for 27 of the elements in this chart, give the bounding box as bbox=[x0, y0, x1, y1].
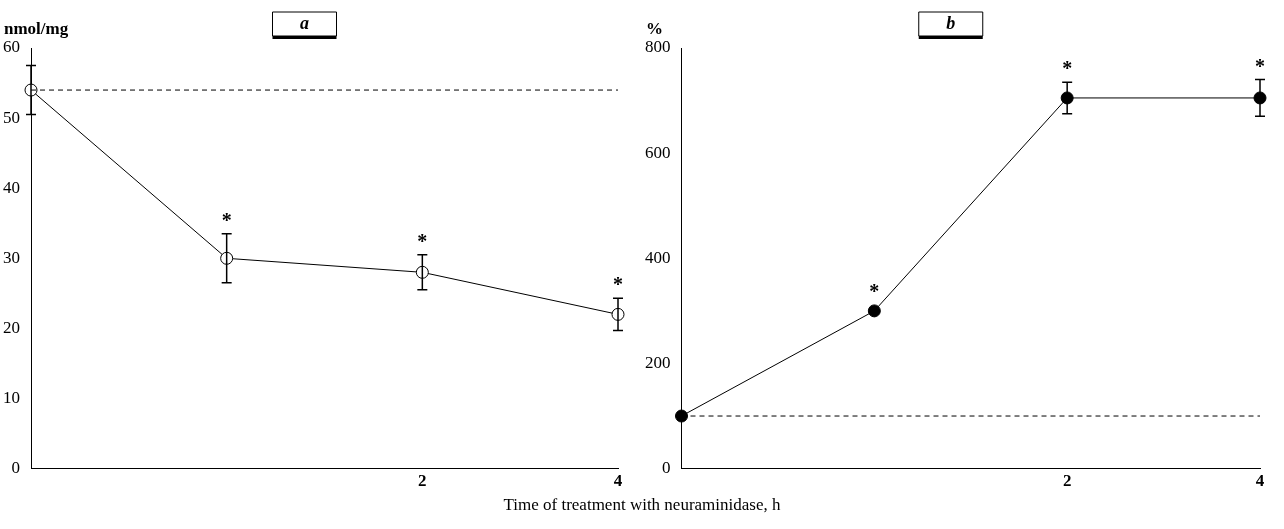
data-label: * bbox=[1255, 54, 1265, 77]
y-tick-label: 30 bbox=[3, 247, 20, 267]
chart-title: b bbox=[946, 12, 956, 33]
y-axis-title: % bbox=[646, 18, 663, 38]
data-label: * bbox=[221, 208, 232, 231]
y-tick-label: 40 bbox=[3, 177, 20, 197]
x-tick-label: 4 bbox=[613, 471, 623, 491]
y-tick-label: 600 bbox=[645, 142, 671, 162]
y-tick-label: 50 bbox=[3, 107, 20, 127]
y-tick-label: 200 bbox=[645, 352, 671, 372]
x-axis-title: Time of treatment with neuraminidase, h bbox=[502, 495, 782, 516]
x-tick-label: 4 bbox=[1255, 471, 1265, 491]
y-tick-label: 0 bbox=[11, 458, 20, 478]
x-tick-label: 2 bbox=[418, 471, 427, 491]
y-tick-label: 0 bbox=[662, 458, 671, 478]
y-tick-label: 20 bbox=[3, 317, 20, 337]
y-tick-label: 400 bbox=[645, 247, 671, 267]
x-tick-label: 2 bbox=[1062, 471, 1072, 491]
chart-title: a bbox=[300, 12, 309, 33]
data-label: * bbox=[613, 273, 623, 296]
y-tick-label: 60 bbox=[3, 37, 20, 57]
data-label: * bbox=[869, 280, 880, 303]
data-label: * bbox=[417, 229, 428, 252]
y-tick-label: 800 bbox=[645, 37, 671, 57]
data-label: * bbox=[1062, 57, 1073, 80]
y-tick-label: 10 bbox=[3, 387, 20, 407]
y-axis-title: nmol/mg bbox=[4, 18, 69, 38]
